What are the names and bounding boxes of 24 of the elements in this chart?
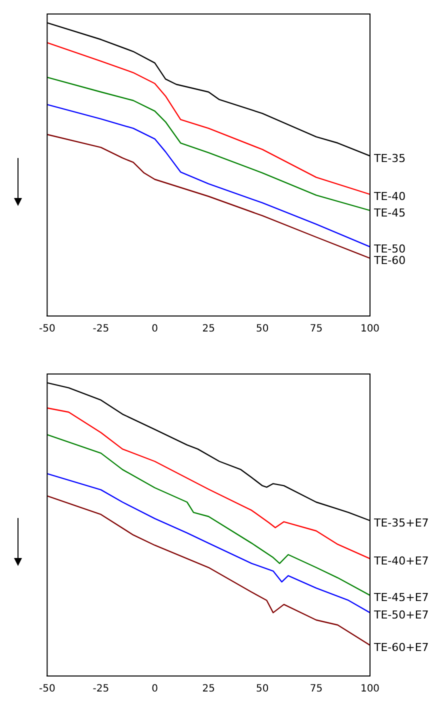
- x-tick-label: 25: [202, 684, 215, 695]
- x-tick-label: 0: [152, 324, 158, 335]
- x-tick-label: -25: [92, 324, 110, 335]
- series-label: TE-60+E7: [373, 641, 429, 654]
- series-label: TE-40+E7: [373, 554, 429, 568]
- series-label: TE-45+E7: [373, 591, 429, 604]
- x-tick-label: 100: [360, 684, 380, 695]
- x-tick-label: -50: [38, 324, 56, 335]
- x-tick-label: 100: [360, 324, 380, 335]
- x-tick-label: 75: [310, 684, 323, 695]
- x-tick-label: 0: [152, 684, 158, 695]
- x-tick-label: 25: [202, 324, 215, 335]
- x-tick-label: -25: [92, 684, 110, 695]
- x-tick-label: 50: [256, 684, 269, 695]
- x-tick-label: 75: [310, 324, 323, 335]
- series-label: TE-60: [373, 254, 406, 268]
- series-label: TE-45: [373, 206, 406, 220]
- series-label: TE-40: [373, 190, 406, 204]
- series-label: TE-50+E7: [373, 608, 429, 622]
- series-label: TE-35: [373, 152, 406, 165]
- x-tick-label: -50: [38, 684, 56, 695]
- x-tick-label: 50: [256, 324, 269, 335]
- series-label: TE-35+E7: [373, 516, 429, 530]
- series-label: TE-50: [373, 242, 406, 256]
